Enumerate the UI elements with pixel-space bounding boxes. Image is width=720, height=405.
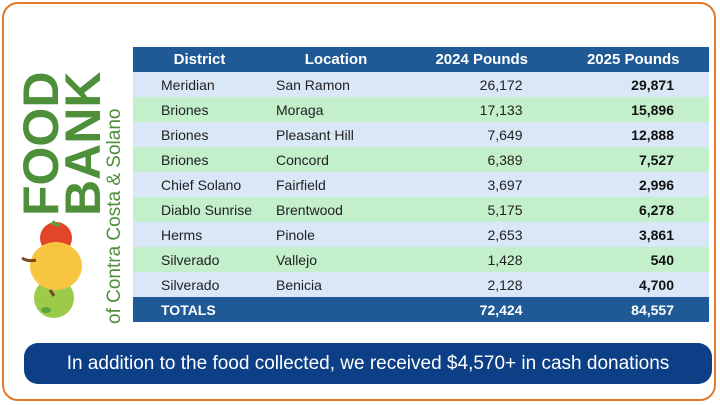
cell-2025: 540 (557, 247, 709, 272)
cell-2025: 29,871 (557, 72, 709, 97)
cell-2024: 3,697 (406, 172, 558, 197)
cell-district: Meridian (133, 72, 266, 97)
table-row: Herms Pinole 2,653 3,861 (133, 222, 709, 247)
cell-2025: 6,278 (557, 197, 709, 222)
totals-empty (266, 297, 406, 322)
cell-2024: 7,649 (406, 122, 558, 147)
cell-location: Brentwood (266, 197, 406, 222)
cell-district: Diablo Sunrise (133, 197, 266, 222)
header-2025: 2025 Pounds (557, 47, 709, 72)
header-location: Location (266, 47, 406, 72)
totals-label: TOTALS (133, 297, 266, 322)
table-row: Meridian San Ramon 26,172 29,871 (133, 72, 709, 97)
banner-text: In addition to the food collected, we re… (66, 352, 670, 374)
cell-district: Briones (133, 97, 266, 122)
food-bank-logo: FOOD BANK of Contra Costa & Solano (14, 38, 126, 328)
cell-location: Benicia (266, 272, 406, 297)
cell-2024: 26,172 (406, 72, 558, 97)
cash-donations-banner: In addition to the food collected, we re… (24, 343, 712, 384)
table-row: Silverado Benicia 2,128 4,700 (133, 272, 709, 297)
logo-subtitle-text: of Contra Costa & Solano (104, 109, 125, 324)
cell-district: Briones (133, 147, 266, 172)
table-row: Briones Moraga 17,133 15,896 (133, 97, 709, 122)
header-district: District (133, 47, 266, 72)
totals-2025: 84,557 (557, 297, 709, 322)
cell-location: Moraga (266, 97, 406, 122)
logo-graphic: FOOD BANK of Contra Costa & Solano (14, 72, 125, 324)
cell-district: Herms (133, 222, 266, 247)
header-2024: 2024 Pounds (406, 47, 558, 72)
fruit-icon (21, 220, 82, 318)
cell-2025: 3,861 (557, 222, 709, 247)
cell-location: Concord (266, 147, 406, 172)
cell-2024: 5,175 (406, 197, 558, 222)
cell-2025: 12,888 (557, 122, 709, 147)
cell-2024: 17,133 (406, 97, 558, 122)
table-row: Chief Solano Fairfield 3,697 2,996 (133, 172, 709, 197)
cell-location: Pinole (266, 222, 406, 247)
pounds-table: District Location 2024 Pounds 2025 Pound… (133, 47, 709, 322)
cell-2025: 7,527 (557, 147, 709, 172)
logo-food-text: FOOD (14, 72, 69, 216)
cell-2024: 6,389 (406, 147, 558, 172)
cell-district: Briones (133, 122, 266, 147)
cell-2024: 1,428 (406, 247, 558, 272)
cell-2025: 2,996 (557, 172, 709, 197)
cell-district: Silverado (133, 272, 266, 297)
cell-2025: 4,700 (557, 272, 709, 297)
table-row: Briones Pleasant Hill 7,649 12,888 (133, 122, 709, 147)
table-row: Briones Concord 6,389 7,527 (133, 147, 709, 172)
cell-location: Fairfield (266, 172, 406, 197)
cell-location: San Ramon (266, 72, 406, 97)
table-row: Diablo Sunrise Brentwood 5,175 6,278 (133, 197, 709, 222)
cell-location: Vallejo (266, 247, 406, 272)
cell-2024: 2,653 (406, 222, 558, 247)
table-row: Silverado Vallejo 1,428 540 (133, 247, 709, 272)
totals-2024: 72,424 (406, 297, 558, 322)
cell-location: Pleasant Hill (266, 122, 406, 147)
totals-row: TOTALS 72,424 84,557 (133, 297, 709, 322)
cell-district: Silverado (133, 247, 266, 272)
logo-bank-text: BANK (55, 72, 111, 216)
cell-2025: 15,896 (557, 97, 709, 122)
cell-2024: 2,128 (406, 272, 558, 297)
table-header-row: District Location 2024 Pounds 2025 Pound… (133, 47, 709, 72)
cell-district: Chief Solano (133, 172, 266, 197)
